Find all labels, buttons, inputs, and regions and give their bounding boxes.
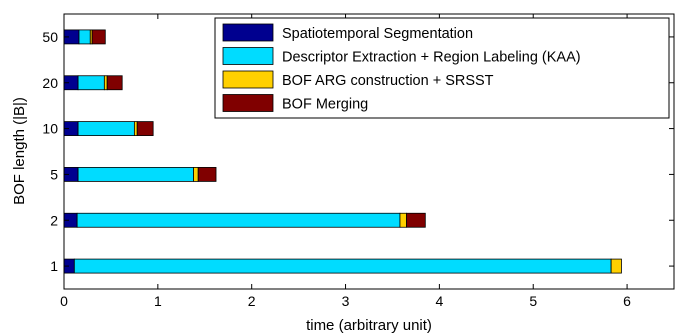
legend-label: Spatiotemporal Segmentation xyxy=(282,26,473,42)
x-tick-label: 5 xyxy=(529,293,537,309)
bar-segment-5-s3 xyxy=(193,167,199,182)
x-axis: 0 1 2 3 4 5 6 xyxy=(60,14,631,309)
bar-segment-20-s3 xyxy=(103,75,108,91)
bar-segment-2-s4 xyxy=(406,212,426,228)
x-tick-label: 1 xyxy=(154,293,162,309)
legend-swatch xyxy=(222,70,274,89)
bar-segment-50-s2 xyxy=(78,29,91,45)
bar-segment-1-s3 xyxy=(610,258,622,274)
bar-segment-50-s4 xyxy=(91,29,106,45)
plot-frame xyxy=(63,13,675,290)
legend-label: BOF ARG construction + SRSST xyxy=(282,73,494,89)
y-tick-label: 5 xyxy=(50,166,58,182)
y-tick-label: 20 xyxy=(42,75,58,91)
bar-segment-2-s3 xyxy=(399,212,407,228)
y-tick-label: 1 xyxy=(50,258,58,274)
x-tick-label: 4 xyxy=(435,293,443,309)
x-tick-label: 6 xyxy=(623,293,631,309)
legend: Spatiotemporal Segmentation Descriptor Ex… xyxy=(214,17,670,119)
bar-segment-10-s2 xyxy=(77,121,135,136)
bar-segment-10-s3 xyxy=(133,121,138,136)
x-tick-label: 0 xyxy=(60,293,68,309)
bar-segment-20-s2 xyxy=(77,75,105,91)
x-tick-label: 3 xyxy=(342,293,350,309)
legend-label: Descriptor Extraction + Region Labeling … xyxy=(282,50,581,66)
y-tick-label: 2 xyxy=(50,212,58,228)
y-tick-label: 50 xyxy=(42,29,58,45)
y-tick-label: 10 xyxy=(42,121,58,137)
bar-segment-5-s4 xyxy=(197,167,217,182)
y-axis-label: BOF length (|B|) xyxy=(11,97,28,205)
bar-segment-10-s4 xyxy=(136,121,154,136)
bar-segment-20-s4 xyxy=(106,75,123,91)
bar-segment-5-s2 xyxy=(77,167,194,182)
legend-swatch xyxy=(222,23,274,42)
legend-swatch xyxy=(222,94,274,112)
legend-swatch xyxy=(222,47,274,65)
bars-group xyxy=(63,29,622,274)
y-axis: 1 2 5 10 20 50 xyxy=(42,29,674,274)
bar-segment-2-s2 xyxy=(76,212,401,228)
x-tick-label: 2 xyxy=(248,293,256,309)
legend-label: BOF Merging xyxy=(282,97,368,113)
legend-box xyxy=(214,17,670,119)
bar-segment-1-s2 xyxy=(73,258,612,274)
x-axis-label: time (arbitrary unit) xyxy=(306,317,432,334)
